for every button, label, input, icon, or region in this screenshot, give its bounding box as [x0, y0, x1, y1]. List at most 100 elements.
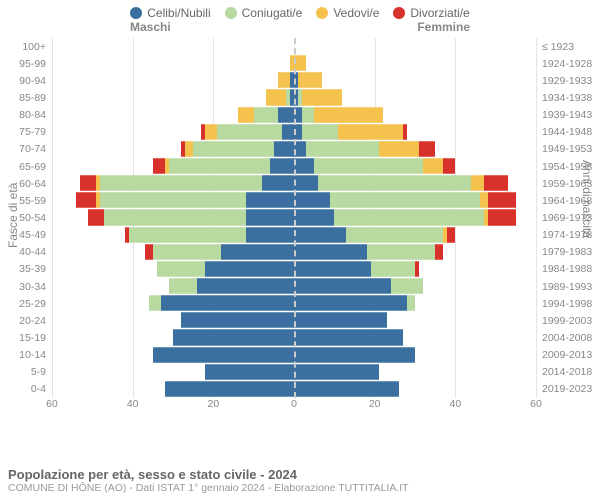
bar-seg [185, 141, 193, 157]
bar-seg [76, 192, 96, 208]
y-axis-right: ≤ 1923 1924-1928 1929-1933 1934-1938 1939-19… [538, 38, 600, 418]
bar-seg [169, 158, 270, 174]
bar-seg [145, 244, 153, 260]
bar-seg [193, 141, 274, 157]
birth-label: 1964-1968 [542, 195, 592, 207]
bar-seg [217, 124, 282, 140]
x-tick: 20 [369, 398, 381, 410]
bar-seg [318, 175, 471, 191]
bar-seg [205, 364, 294, 380]
legend-dot [225, 7, 237, 19]
age-label: 20-24 [0, 315, 46, 327]
age-label: 10-14 [0, 349, 46, 361]
legend-item: Vedovi/e [316, 6, 379, 20]
age-label: 45-49 [0, 229, 46, 241]
bar-seg [100, 192, 245, 208]
bar-seg [153, 347, 294, 363]
bar-seg [129, 227, 246, 243]
bar-seg [294, 295, 407, 311]
bar-seg [282, 124, 294, 140]
plot [52, 38, 536, 398]
birth-label: 1924-1928 [542, 58, 592, 70]
bar-seg [294, 244, 367, 260]
bar-seg [346, 227, 443, 243]
bar-seg [435, 244, 443, 260]
birth-label: 1974-1978 [542, 229, 592, 241]
center-line [294, 38, 296, 398]
birth-label: 2014-2018 [542, 366, 592, 378]
legend-item: Coniugati/e [225, 6, 303, 20]
legend: Celibi/Nubili Coniugati/e Vedovi/e Divorzia… [0, 0, 600, 20]
bar-seg [278, 72, 290, 88]
birth-label: 1939-1943 [542, 109, 592, 121]
bar-seg [314, 107, 383, 123]
bar-seg [407, 295, 415, 311]
bar-seg [278, 107, 294, 123]
bar-seg [294, 192, 330, 208]
legend-item: Divorziati/e [393, 6, 469, 20]
legend-label: Divorziati/e [410, 6, 469, 20]
bar-seg [488, 209, 516, 225]
bar-seg [488, 192, 516, 208]
bar-seg [246, 192, 294, 208]
birth-label: 1989-1993 [542, 281, 592, 293]
bar-seg [246, 227, 294, 243]
bar-seg [153, 158, 165, 174]
age-label: 85-89 [0, 92, 46, 104]
header-male: Maschi [130, 20, 171, 34]
birth-label: 1959-1963 [542, 178, 592, 190]
bar-seg [294, 278, 391, 294]
chart-subtitle: COMUNE DI HÔNE (AO) - Dati ISTAT 1° genn… [8, 482, 592, 494]
bar-seg [294, 175, 318, 191]
age-label: 0-4 [0, 383, 46, 395]
bar-seg [238, 107, 254, 123]
x-tick: 40 [127, 398, 139, 410]
footer: Popolazione per età, sesso e stato civil… [8, 467, 592, 494]
bar-seg [415, 261, 419, 277]
bar-seg [294, 227, 346, 243]
birth-label: 2019-2023 [542, 383, 592, 395]
x-tick: 60 [46, 398, 58, 410]
birth-label: 1929-1933 [542, 75, 592, 87]
bar-seg [314, 158, 423, 174]
birth-label: 2004-2008 [542, 332, 592, 344]
bar-seg [330, 192, 479, 208]
age-label: 95-99 [0, 58, 46, 70]
age-label: 5-9 [0, 366, 46, 378]
chart-title: Popolazione per età, sesso e stato civil… [8, 467, 592, 482]
birth-label: ≤ 1923 [542, 41, 574, 53]
bar-seg [205, 124, 217, 140]
bar-seg [294, 381, 399, 397]
legend-label: Coniugati/e [242, 6, 303, 20]
bar-seg [161, 295, 294, 311]
bar-seg [173, 329, 294, 345]
legend-dot [316, 7, 328, 19]
bar-seg [294, 261, 371, 277]
legend-label: Vedovi/e [333, 6, 379, 20]
age-label: 75-79 [0, 126, 46, 138]
bar-seg [169, 278, 197, 294]
bar-seg [246, 209, 294, 225]
bar-seg [338, 124, 403, 140]
bar-seg [471, 175, 483, 191]
birth-label: 1934-1938 [542, 92, 592, 104]
legend-label: Celibi/Nubili [147, 6, 210, 20]
bar-seg [443, 158, 455, 174]
y-axis-left: 100+95-9990-9485-8980-8475-7970-7465-696… [0, 38, 50, 418]
legend-dot [130, 7, 142, 19]
bar-seg [153, 244, 222, 260]
bar-seg [447, 227, 455, 243]
bar-seg [80, 175, 96, 191]
age-label: 40-44 [0, 246, 46, 258]
bar-seg [484, 175, 508, 191]
legend-dot [393, 7, 405, 19]
bar-seg [302, 89, 342, 105]
birth-label: 1969-1973 [542, 212, 592, 224]
bar-seg [266, 89, 286, 105]
bar-seg [100, 175, 261, 191]
pyramid-chart: Celibi/Nubili Coniugati/e Vedovi/e Divorzia… [0, 0, 600, 500]
age-label: 50-54 [0, 212, 46, 224]
x-tick: 0 [291, 398, 297, 410]
bar-seg [274, 141, 294, 157]
bar-seg [221, 244, 294, 260]
